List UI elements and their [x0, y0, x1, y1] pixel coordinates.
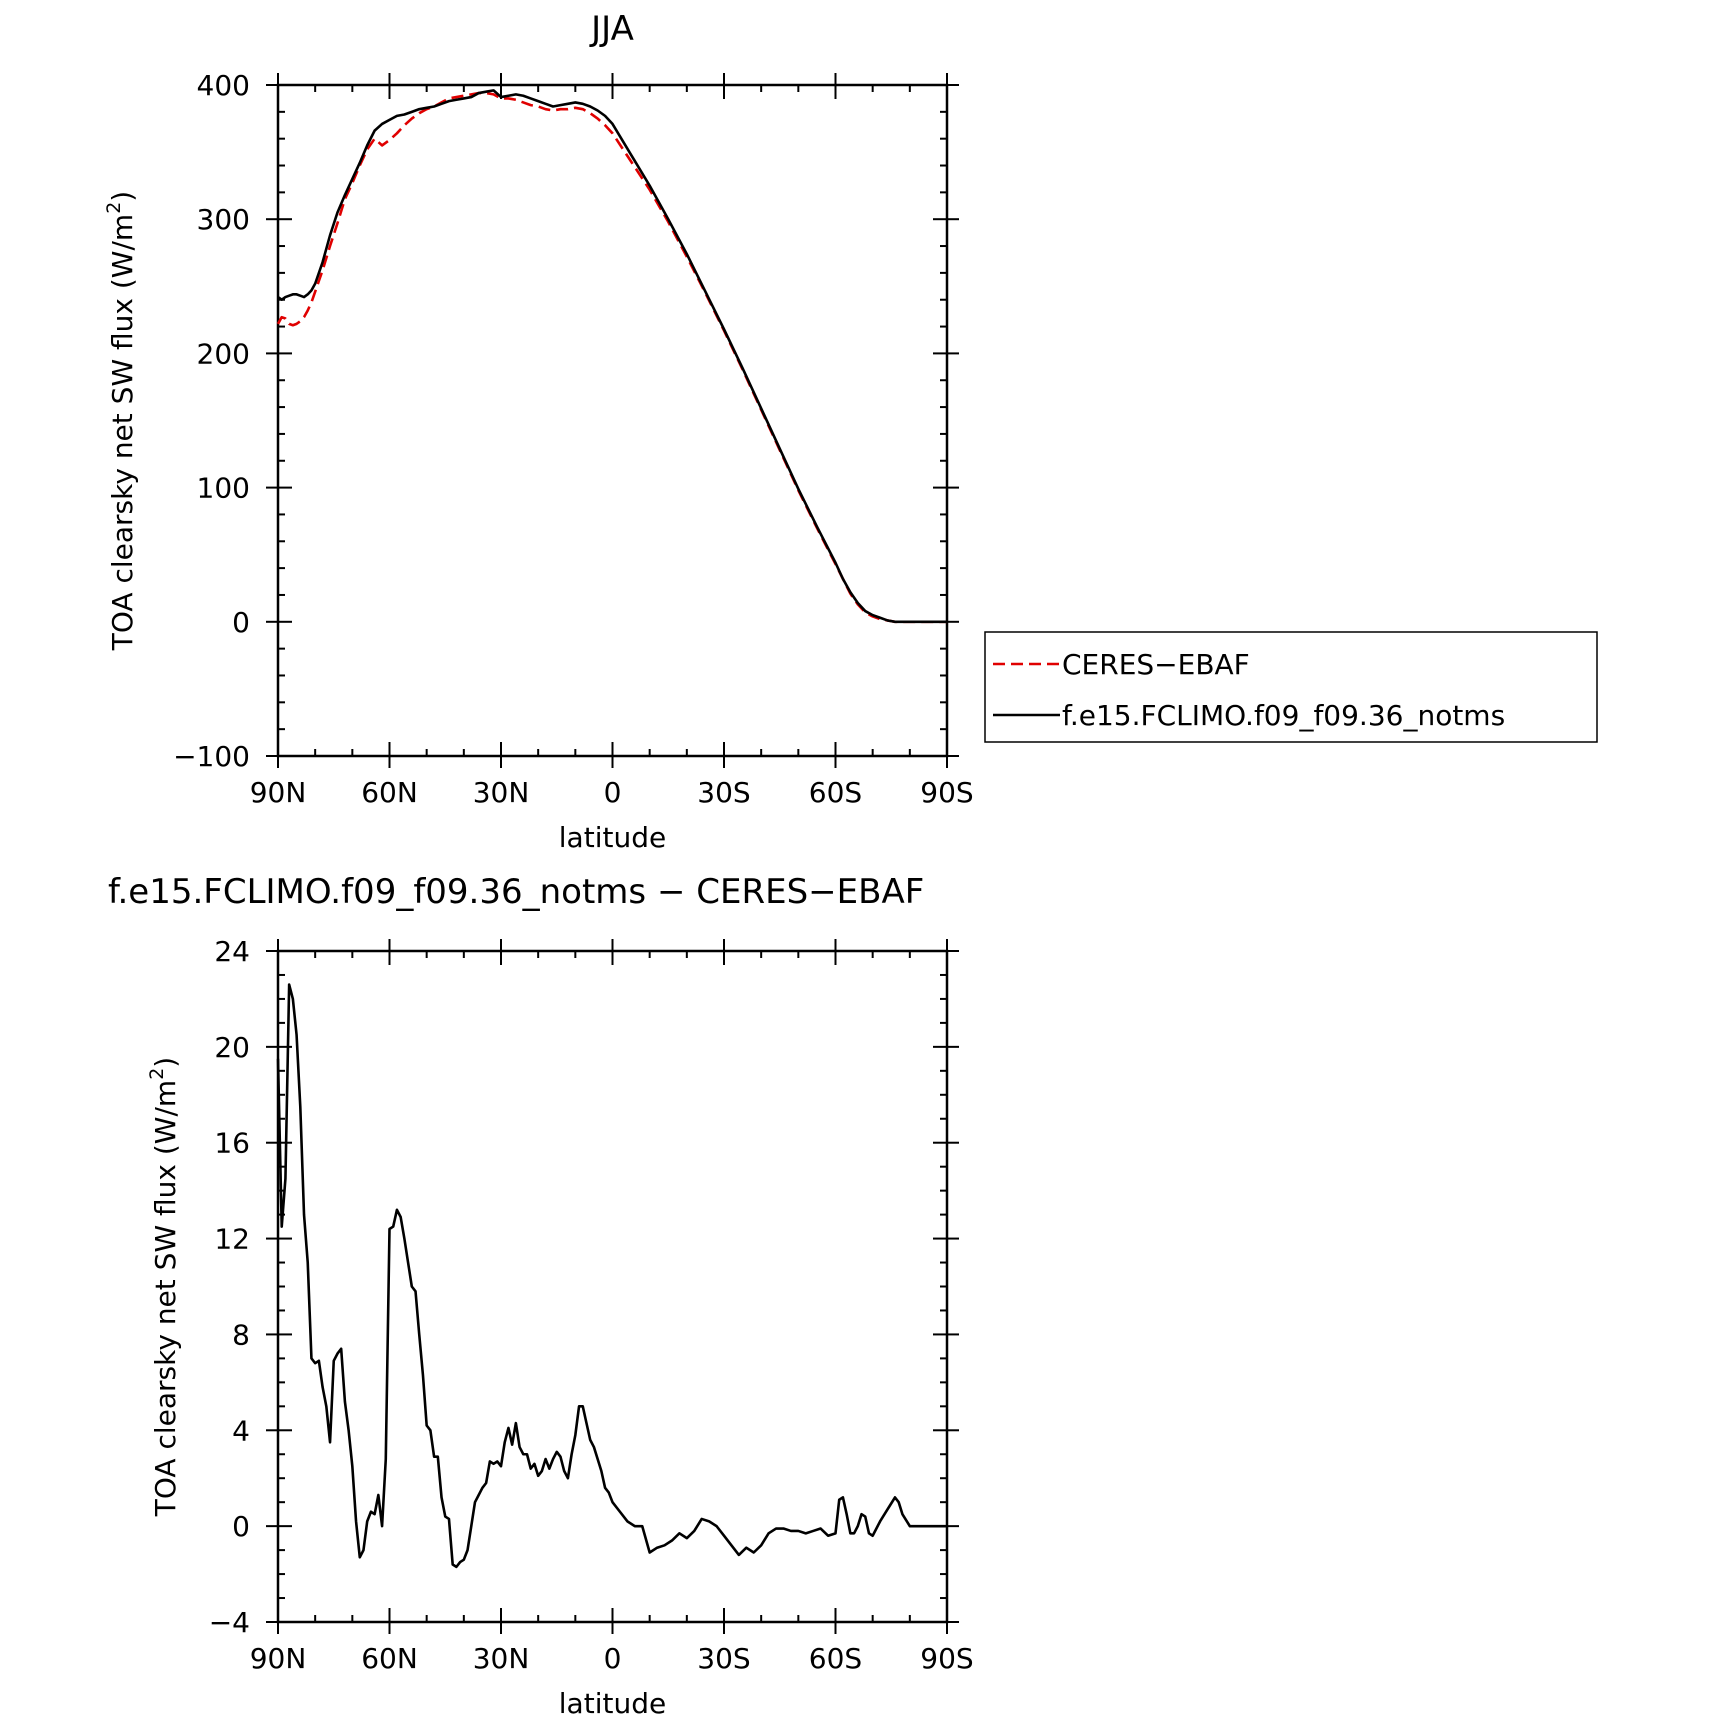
x-tick-label: 60S: [809, 776, 862, 809]
legend-label: f.e15.FCLIMO.f09_f09.36_notms: [1062, 699, 1505, 732]
y-tick-label: −100: [173, 740, 250, 773]
plot-frame: [276, 949, 949, 1624]
series-line-0: [276, 983, 947, 1569]
y-tick-label: 12: [214, 1223, 250, 1256]
y-axis-label: TOA clearsky net SW flux (W/m2): [103, 191, 139, 651]
x-tick-label: 90S: [920, 1642, 973, 1675]
y-tick-label: 0: [232, 1510, 250, 1543]
y-axis-label-close: ): [106, 191, 139, 202]
x-tick-label: 30S: [697, 776, 750, 809]
x-tick-label: 60N: [361, 1642, 418, 1675]
y-tick-label: 8: [232, 1318, 250, 1351]
x-tick-label: 0: [604, 1642, 622, 1675]
y-tick-label: 100: [197, 472, 250, 505]
x-tick-label: 30N: [473, 776, 530, 809]
y-axis-label-sup: 2: [146, 1068, 168, 1080]
x-tick-label: 0: [604, 776, 622, 809]
y-tick-label: 200: [197, 337, 250, 370]
series-line-0: [276, 91, 947, 624]
x-tick-label: 30S: [697, 1642, 750, 1675]
series-line-1: [277, 89, 947, 624]
y-tick-label: 400: [197, 69, 250, 102]
x-tick-label: 90S: [920, 776, 973, 809]
chart-title: JJA: [589, 9, 634, 49]
chart-title: f.e15.FCLIMO.f09_f09.36_notms − CERES−EB…: [108, 872, 924, 912]
y-axis-label-close: ): [149, 1057, 182, 1068]
legend-box: [984, 631, 1598, 743]
x-tick-label: 60S: [809, 1642, 862, 1675]
x-tick-label: 30N: [473, 1642, 530, 1675]
x-tick-label: 90N: [250, 1642, 307, 1675]
legend-label: CERES−EBAF: [1062, 648, 1250, 681]
bottom-panel: f.e15.FCLIMO.f09_f09.36_notms − CERES−EB…: [108, 872, 974, 1720]
y-axis-label-main: TOA clearsky net SW flux (W/m: [149, 1080, 182, 1517]
y-tick-label: 16: [214, 1127, 250, 1160]
y-tick-label: 20: [214, 1031, 250, 1064]
y-tick-label: 24: [214, 935, 250, 968]
y-axis-label-sup: 2: [103, 202, 125, 214]
y-tick-label: 4: [232, 1414, 250, 1447]
y-axis-label: TOA clearsky net SW flux (W/m2): [146, 1057, 182, 1517]
y-tick-label: −4: [209, 1606, 250, 1639]
y-axis-label-main: TOA clearsky net SW flux (W/m: [106, 214, 139, 651]
y-tick-label: 300: [197, 203, 250, 236]
x-axis-label: latitude: [559, 821, 666, 854]
x-tick-label: 60N: [361, 776, 418, 809]
y-tick-label: 0: [232, 606, 250, 639]
plot-frame: [276, 83, 949, 758]
x-tick-label: 90N: [250, 776, 307, 809]
top-panel: JJA 90N 60N 30N 0 30S 60S 90S −100 0 100 200 300 400 l…: [103, 9, 1598, 854]
x-axis-label: latitude: [559, 1687, 666, 1720]
